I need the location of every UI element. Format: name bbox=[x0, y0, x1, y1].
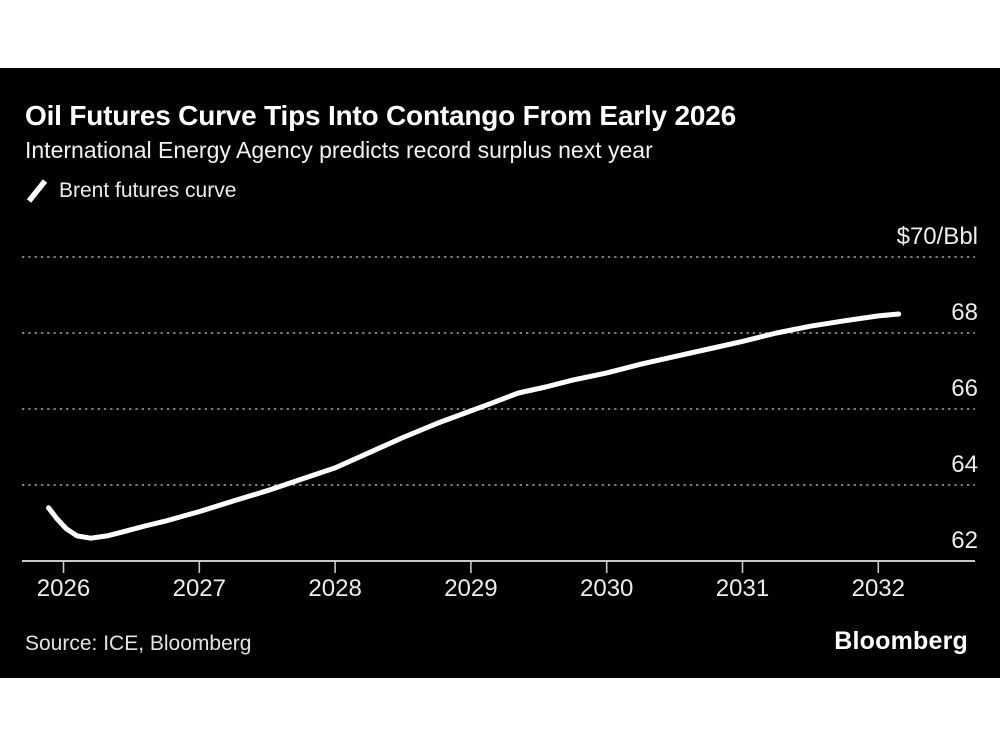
brent-futures-curve-line bbox=[46, 311, 902, 541]
x-tick-label: 2026 bbox=[36, 575, 91, 602]
x-tick-label: 2029 bbox=[444, 575, 498, 602]
slash-icon bbox=[26, 179, 48, 203]
y-tick-label: 64 bbox=[951, 451, 978, 478]
chart-subtitle: International Energy Agency predicts rec… bbox=[25, 137, 653, 163]
legend-label: Brent futures curve bbox=[59, 179, 237, 202]
y-tick-label: $70/Bbl bbox=[896, 223, 978, 250]
y-tick-label: 68 bbox=[951, 299, 978, 326]
x-tick-label: 2031 bbox=[715, 575, 770, 602]
x-tick-label: 2030 bbox=[579, 575, 634, 602]
x-tick-label: 2027 bbox=[172, 575, 226, 602]
y-tick-label: 62 bbox=[951, 527, 978, 554]
y-tick-label: 66 bbox=[951, 375, 978, 402]
bloomberg-logo: Bloomberg bbox=[834, 627, 968, 655]
chart-legend: Brent futures curve bbox=[25, 178, 236, 204]
chart-card: Oil Futures Curve Tips Into Contango Fro… bbox=[0, 68, 1000, 678]
chart-title: Oil Futures Curve Tips Into Contango Fro… bbox=[25, 100, 736, 131]
x-tick-label: 2028 bbox=[308, 575, 362, 602]
source-note: Source: ICE, Bloomberg bbox=[25, 632, 252, 655]
futures-curve-plot bbox=[22, 256, 975, 573]
x-tick-label: 2032 bbox=[851, 575, 905, 602]
